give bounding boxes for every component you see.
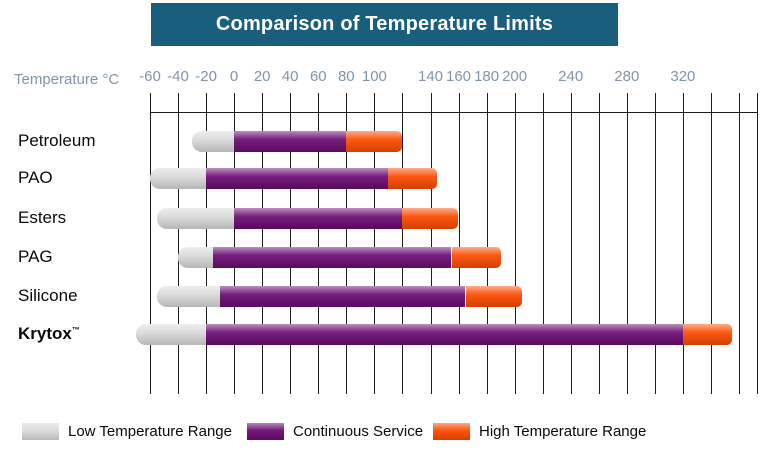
chart-title: Comparison of Temperature Limits (215, 13, 554, 35)
gridline (234, 93, 236, 394)
gridline (598, 93, 600, 394)
axis-tick-label: 200 (502, 68, 528, 85)
legend-item: Low Temperature Range (22, 421, 232, 441)
legend-item: Continuous Service (247, 421, 423, 441)
high-temperature-range-bar (465, 285, 522, 307)
low-temperature-range-bar (192, 130, 245, 152)
chart-title-bar: Comparison of Temperature Limits (151, 3, 618, 46)
gridline (318, 93, 320, 394)
legend-label: Continuous Service (293, 422, 424, 440)
continuous-service-bar (234, 130, 347, 152)
gridline (458, 93, 460, 394)
gridline (178, 93, 179, 394)
high-temperature-range-bar (346, 130, 403, 152)
legend-swatch (433, 422, 470, 440)
low-temperature-range-bar (178, 246, 224, 268)
axis-tick-label: 20 (253, 68, 271, 85)
axis-tick-label: -60 (139, 68, 161, 85)
high-temperature-range-bar (451, 246, 501, 268)
axis-tick-label: -20 (195, 68, 217, 85)
x-axis-label: Temperature °C (14, 71, 120, 88)
gridline (290, 93, 292, 394)
high-temperature-range-bar (682, 323, 732, 345)
legend-swatch (247, 422, 284, 440)
axis-tick-label: 140 (417, 68, 444, 85)
continuous-service-bar (234, 207, 403, 229)
low-temperature-range-bar (136, 323, 217, 345)
continuous-service-bar (220, 285, 466, 307)
trademark-symbol: ™ (71, 325, 80, 335)
low-temperature-range-bar (150, 167, 217, 189)
gridline (150, 93, 151, 394)
gridline (346, 93, 348, 394)
gridline (626, 93, 628, 394)
gridline (682, 93, 684, 394)
axis-tick-label: 320 (670, 68, 696, 85)
gridline (654, 93, 656, 394)
axis-tick-label: 180 (474, 68, 500, 85)
row-label-pag: PAG (18, 247, 53, 266)
gridline (711, 93, 712, 394)
legend-swatch (22, 422, 59, 440)
gridline (262, 93, 264, 394)
axis-end-gridline (757, 93, 758, 394)
axis-tick-label: 280 (614, 68, 640, 85)
gridline (514, 93, 516, 394)
gridline (402, 93, 404, 394)
axis-tick-label: 60 (309, 68, 327, 85)
continuous-service-bar (213, 246, 452, 268)
continuous-service-bar (206, 167, 389, 189)
low-temperature-range-bar (157, 207, 245, 229)
axis-line (150, 112, 757, 113)
axis-tick-label: 160 (445, 68, 472, 85)
axis-tick-label: 100 (361, 68, 387, 85)
gridline (739, 93, 740, 394)
row-label-pao: PAO (18, 168, 53, 187)
axis-tick-label: -40 (167, 68, 189, 85)
row-label-silicone: Silicone (18, 286, 78, 305)
high-temperature-range-bar (402, 207, 459, 229)
gridline (486, 93, 488, 394)
gridline (206, 93, 208, 394)
gridline (430, 93, 432, 394)
row-label-petroleum: Petroleum (18, 131, 96, 150)
legend-label: High Temperature Range (479, 422, 647, 440)
row-label-esters: Esters (18, 208, 67, 227)
row-label-krytox: Krytox™ (18, 324, 80, 343)
gridline (374, 93, 376, 394)
high-temperature-range-bar (388, 167, 438, 189)
axis-tick-label: 80 (337, 68, 355, 85)
axis-tick-label: 0 (229, 68, 239, 85)
legend-item: High Temperature Range (433, 421, 646, 441)
low-temperature-range-bar (157, 285, 231, 307)
legend-label: Low Temperature Range (68, 422, 232, 440)
axis-tick-label: 240 (558, 68, 584, 85)
gridline (570, 93, 572, 394)
axis-tick-label: 40 (281, 68, 299, 85)
continuous-service-bar (206, 323, 683, 345)
gridline (542, 93, 544, 394)
